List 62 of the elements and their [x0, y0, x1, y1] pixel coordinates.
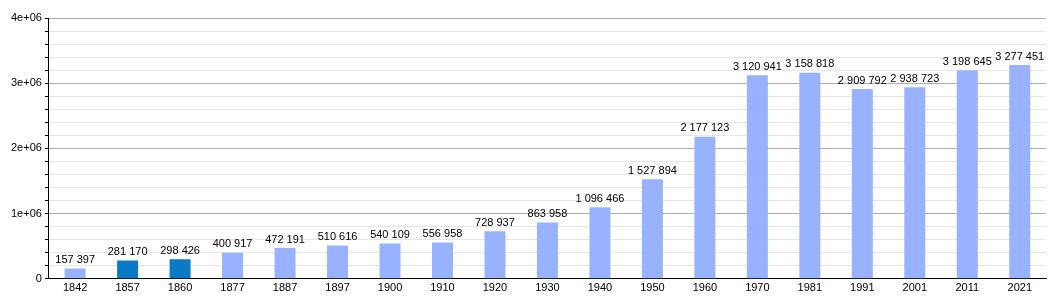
bar [274, 248, 296, 279]
data-label: 556 958 [422, 227, 463, 240]
bar [484, 231, 506, 279]
data-label: 2 909 792 [837, 73, 887, 86]
data-label: 2 938 723 [890, 71, 940, 84]
bar [379, 243, 401, 279]
data-label: 3 277 451 [995, 49, 1045, 62]
data-label: 540 109 [370, 228, 410, 241]
data-label: 863 958 [527, 207, 568, 219]
y-tick-label: 3e+06 [10, 76, 42, 89]
data-label: 281 170 [107, 245, 148, 257]
x-tick-label: 1920 [482, 281, 508, 294]
x-tick-label: 1842 [62, 281, 88, 294]
bar [799, 72, 821, 279]
x-tick-label: 1930 [535, 281, 560, 294]
y-tick-label: 0 [35, 271, 42, 284]
bar [851, 89, 873, 279]
y-tick-label: 2e+06 [10, 141, 42, 154]
bar [904, 87, 926, 279]
x-tick-label: 1970 [745, 281, 770, 294]
x-tick-label: 2011 [955, 281, 980, 294]
data-label: 1 096 466 [575, 191, 625, 204]
bar [1009, 65, 1031, 279]
y-tick-label: 4e+06 [10, 11, 42, 24]
bar [327, 245, 349, 279]
x-tick-label: 1900 [377, 281, 403, 294]
x-tick-label: 1877 [220, 281, 245, 294]
data-label: 298 426 [160, 243, 200, 256]
bar [117, 260, 139, 279]
data-label: 2 177 123 [680, 121, 730, 134]
x-tick-label: 1860 [167, 281, 193, 294]
x-tick-label: 1887 [272, 281, 298, 294]
x-tick-label: 1897 [325, 281, 350, 294]
bar [431, 242, 453, 279]
data-label: 157 397 [55, 253, 96, 266]
bar [746, 75, 768, 279]
data-label: 510 616 [317, 230, 358, 243]
x-tick-label: 1960 [692, 281, 718, 294]
data-label: 3 158 818 [785, 57, 835, 70]
bar [64, 268, 86, 279]
x-tick-label: 1981 [797, 281, 823, 294]
bar [222, 252, 244, 279]
x-tick-label: 1991 [850, 281, 875, 294]
data-label: 3 120 941 [732, 59, 782, 72]
x-tick-label: 1940 [587, 281, 613, 294]
data-label: 472 191 [265, 232, 305, 245]
x-tick-label: 1857 [115, 281, 140, 294]
x-tick-label: 1910 [430, 281, 455, 294]
x-tick-label: 2001 [902, 281, 928, 294]
bar [641, 179, 663, 279]
data-label: 400 917 [212, 237, 253, 250]
bar [536, 222, 558, 279]
y-tick-label: 1e+06 [10, 206, 42, 219]
bar [169, 259, 191, 279]
bar [694, 136, 716, 279]
data-label: 1 527 894 [627, 163, 677, 176]
bar [956, 70, 978, 279]
data-label: 728 937 [475, 215, 515, 228]
x-tick-label: 1950 [640, 281, 665, 294]
data-label: 3 198 645 [942, 54, 992, 67]
bar [589, 207, 611, 279]
x-tick-label: 2021 [1007, 281, 1032, 294]
